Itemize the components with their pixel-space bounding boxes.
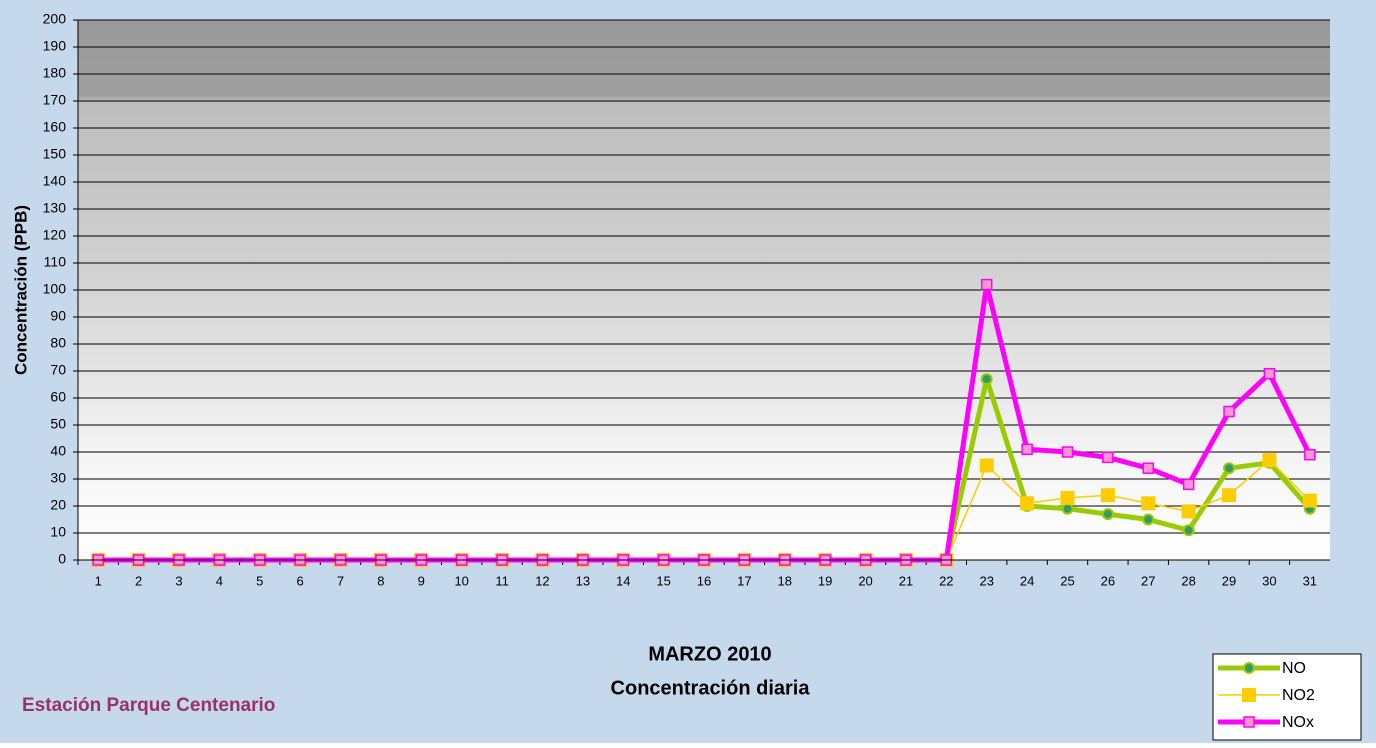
data-point <box>980 373 993 386</box>
y-tick-label: 70 <box>50 362 66 378</box>
x-tick-label: 27 <box>1141 573 1155 588</box>
y-tick-label: 40 <box>50 443 66 459</box>
y-tick-label: 160 <box>43 119 67 135</box>
x-tick-label: 10 <box>454 573 468 588</box>
x-tick-label: 17 <box>737 573 751 588</box>
data-point <box>1021 443 1033 456</box>
data-point <box>1102 451 1114 464</box>
x-tick-label: 5 <box>256 573 263 588</box>
x-tick-label: 18 <box>778 573 792 588</box>
data-point <box>1182 524 1195 537</box>
station-label: Estación Parque Centenario <box>22 695 275 716</box>
y-tick-label: 170 <box>43 92 67 108</box>
y-tick-label: 110 <box>44 254 67 270</box>
data-point <box>1302 493 1317 508</box>
y-tick-label: 50 <box>50 416 66 432</box>
data-point <box>1263 367 1276 380</box>
y-tick-label: 80 <box>50 335 66 351</box>
data-point <box>1223 405 1235 418</box>
x-tick-label: 20 <box>858 573 872 588</box>
x-tick-label: 3 <box>175 573 182 588</box>
legend-marker <box>1243 716 1255 728</box>
x-tick-label: 1 <box>95 573 102 588</box>
x-tick-label: 24 <box>1020 573 1034 588</box>
chart-title: MARZO 2010 <box>648 643 771 665</box>
x-tick-label: 21 <box>899 573 913 588</box>
x-tick-label: 9 <box>418 573 425 588</box>
x-tick-label: 23 <box>979 573 993 588</box>
data-point <box>1141 496 1156 511</box>
x-tick-label: 15 <box>656 573 670 588</box>
data-point <box>1304 448 1316 461</box>
data-point <box>1222 488 1237 503</box>
y-tick-label: 120 <box>43 227 67 243</box>
x-tick-label: 13 <box>576 573 590 588</box>
y-tick-label: 140 <box>43 173 67 189</box>
y-tick-label: 100 <box>43 281 67 297</box>
data-point <box>979 458 994 473</box>
data-point <box>1020 496 1035 511</box>
legend-label: NO <box>1282 660 1306 677</box>
legend-marker <box>1243 662 1255 674</box>
x-tick-label: 12 <box>535 573 549 588</box>
x-tick-label: 31 <box>1303 573 1317 588</box>
y-tick-label: 90 <box>50 308 66 324</box>
x-tick-label: 14 <box>616 573 630 588</box>
chart-subtitle: Concentración diaria <box>611 677 811 699</box>
data-point <box>1061 502 1074 515</box>
x-tick-label: 30 <box>1262 573 1276 588</box>
data-point <box>1262 453 1277 468</box>
y-tick-label: 20 <box>50 497 66 513</box>
y-tick-label: 200 <box>43 11 67 27</box>
data-point <box>1060 490 1075 505</box>
data-point <box>1100 488 1115 503</box>
x-tick-label: 16 <box>697 573 711 588</box>
x-tick-label: 7 <box>337 573 344 588</box>
legend-marker <box>1242 688 1256 702</box>
x-tick-label: 19 <box>818 573 832 588</box>
data-point <box>1182 478 1195 491</box>
data-point <box>1101 508 1114 521</box>
x-tick-label: 8 <box>377 573 384 588</box>
x-tick-label: 29 <box>1222 573 1236 588</box>
x-tick-label: 26 <box>1101 573 1115 588</box>
y-tick-label: 130 <box>43 200 67 216</box>
data-point <box>980 278 993 291</box>
y-tick-label: 180 <box>43 65 67 81</box>
y-axis-label: Concentración (PPB) <box>11 205 30 375</box>
y-tick-label: 0 <box>58 551 66 567</box>
data-point <box>1061 446 1074 458</box>
y-tick-label: 60 <box>50 389 66 405</box>
y-tick-label: 150 <box>43 146 67 162</box>
legend-label: NO2 <box>1282 687 1315 704</box>
x-tick-label: 28 <box>1181 573 1195 588</box>
x-tick-label: 22 <box>939 573 953 588</box>
y-tick-label: 190 <box>43 38 67 54</box>
legend-label: NOx <box>1282 714 1314 731</box>
data-point <box>1181 504 1196 519</box>
x-tick-label: 4 <box>216 573 223 588</box>
data-point <box>1142 462 1155 474</box>
y-tick-label: 10 <box>50 524 66 540</box>
data-point <box>1223 462 1236 475</box>
data-point <box>1142 513 1155 526</box>
x-tick-label: 25 <box>1060 573 1074 588</box>
x-tick-label: 2 <box>135 573 142 588</box>
y-tick-label: 30 <box>50 470 66 486</box>
x-tick-label: 6 <box>297 573 304 588</box>
x-tick-label: 11 <box>495 573 509 588</box>
